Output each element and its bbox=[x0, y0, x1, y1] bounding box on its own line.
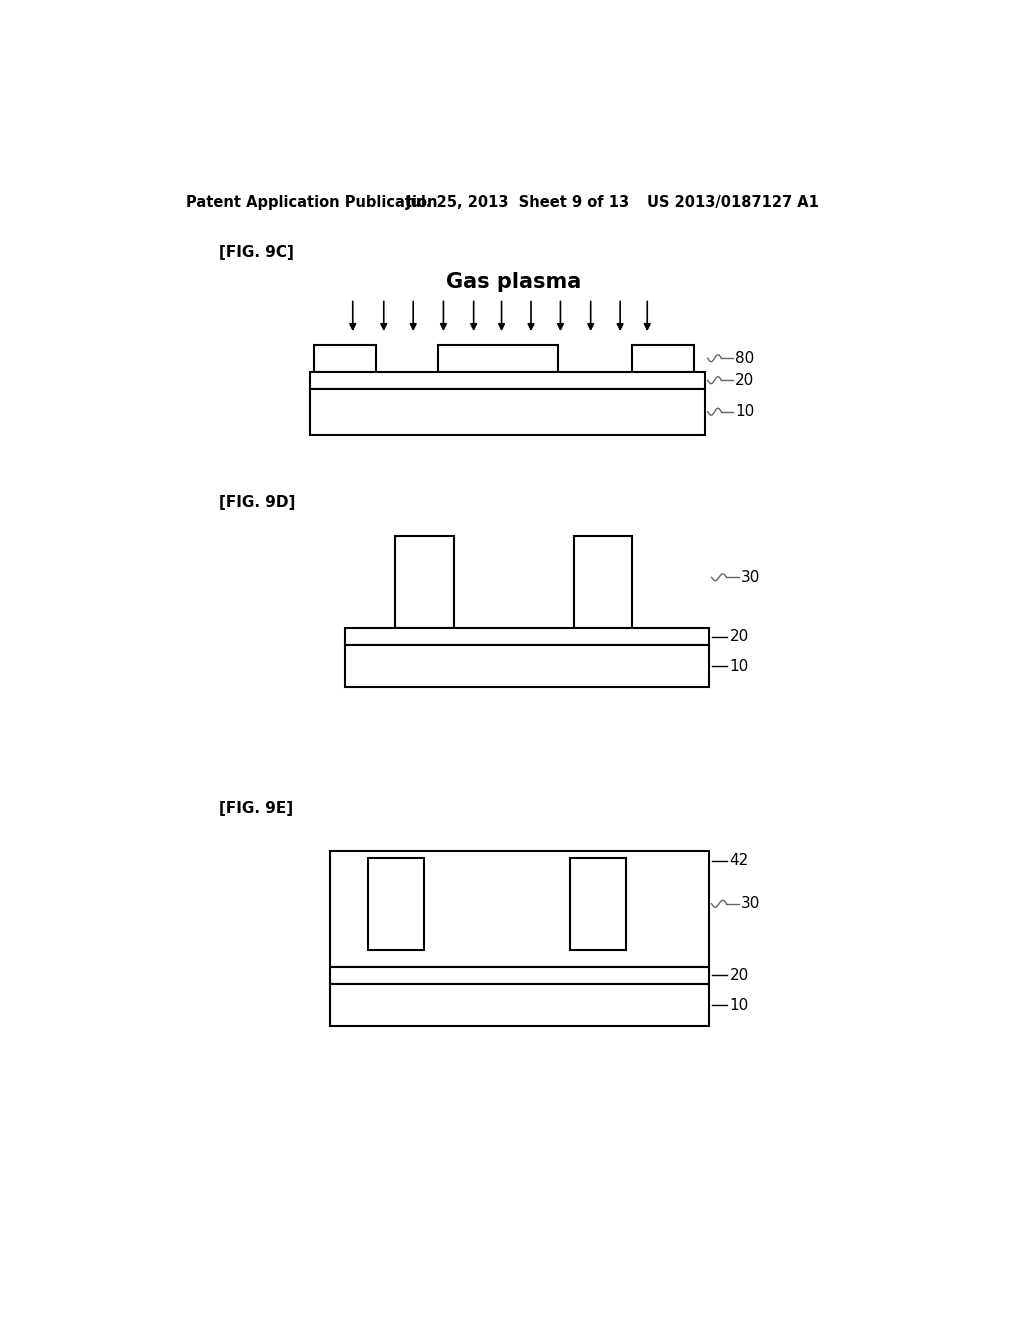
Text: Patent Application Publication: Patent Application Publication bbox=[186, 195, 437, 210]
Bar bbox=[438, 345, 558, 372]
Bar bbox=[310, 388, 706, 434]
Bar bbox=[345, 645, 710, 688]
Text: Jul. 25, 2013  Sheet 9 of 13: Jul. 25, 2013 Sheet 9 of 13 bbox=[406, 195, 630, 210]
Text: 20: 20 bbox=[729, 968, 749, 983]
Bar bbox=[345, 628, 710, 645]
Text: 20: 20 bbox=[735, 372, 754, 388]
Bar bbox=[569, 858, 626, 950]
Text: 20: 20 bbox=[729, 630, 749, 644]
Bar bbox=[330, 851, 710, 966]
Bar bbox=[330, 983, 710, 1026]
Text: 42: 42 bbox=[729, 853, 749, 869]
Text: 30: 30 bbox=[741, 896, 761, 911]
Text: [FIG. 9D]: [FIG. 9D] bbox=[219, 495, 296, 510]
Text: 30: 30 bbox=[741, 570, 761, 585]
Bar bbox=[573, 536, 632, 628]
Text: 10: 10 bbox=[729, 998, 749, 1012]
Text: [FIG. 9E]: [FIG. 9E] bbox=[219, 800, 294, 816]
Bar bbox=[369, 858, 424, 950]
Text: 10: 10 bbox=[735, 404, 754, 420]
Text: 10: 10 bbox=[729, 659, 749, 673]
Bar bbox=[330, 966, 710, 983]
Text: Gas plasma: Gas plasma bbox=[445, 272, 581, 292]
Bar bbox=[310, 372, 706, 388]
Bar bbox=[632, 345, 693, 372]
Text: [FIG. 9C]: [FIG. 9C] bbox=[219, 244, 294, 260]
Bar bbox=[395, 536, 454, 628]
Text: 80: 80 bbox=[735, 351, 754, 366]
Text: US 2013/0187127 A1: US 2013/0187127 A1 bbox=[647, 195, 819, 210]
Bar bbox=[314, 345, 376, 372]
